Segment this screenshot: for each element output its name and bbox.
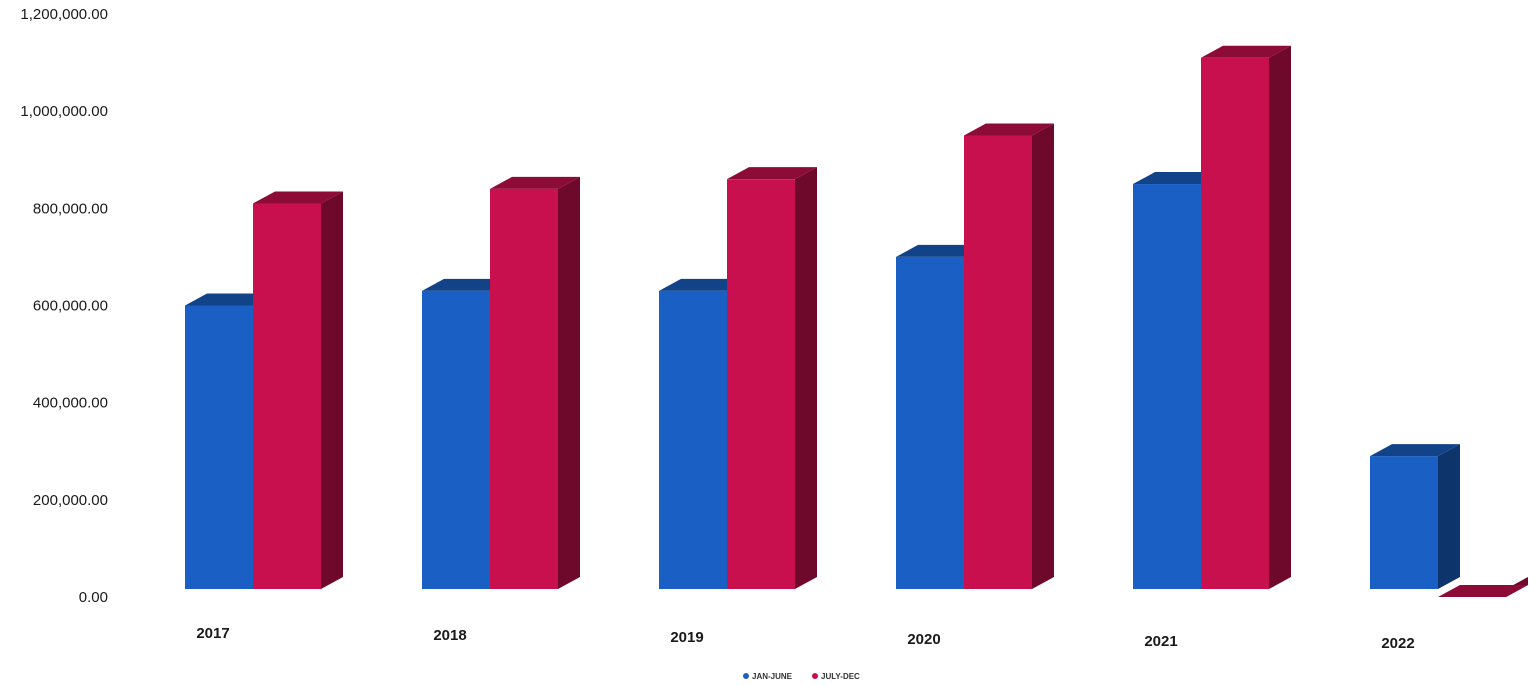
bar-front-face [1201,57,1269,590]
y-tick-label: 1,000,000.00 [20,103,108,120]
bar-top-face [1438,585,1528,597]
bar-front-face [1133,184,1201,589]
legend-label-july-dec: JULY-DEC [821,672,860,681]
bar-front-face [659,290,727,589]
legend-label-jan-june: JAN-JUNE [752,672,793,681]
bar-side-face [321,191,343,589]
bar-front-face [253,203,321,589]
y-tick-label: 600,000.00 [33,298,108,315]
bar-top-face [1133,172,1223,185]
bar-front-face [896,256,964,589]
y-tick-label: 0.00 [79,589,108,606]
y-tick-label: 400,000.00 [33,395,108,412]
bar-july-dec-2021 [1201,45,1291,590]
bar-top-face [1370,444,1460,457]
x-axis: 2017 2018 2019 2020 2021 2022 [196,625,1414,652]
bar-top-face [896,244,986,257]
bar-side-face [795,167,817,589]
y-tick-label: 1,200,000.00 [20,6,108,23]
bar-side-face [1438,444,1460,589]
y-tick-label: 200,000.00 [33,492,108,509]
bar-top-face [727,167,817,180]
x-tick-label: 2019 [670,629,703,646]
bar-top-face [253,191,343,204]
legend: JAN-JUNE JULY-DEC [743,672,860,681]
x-tick-label: 2022 [1381,635,1414,652]
bar-top-face [422,278,512,291]
bar-front-face [490,188,558,589]
bar-july-dec-2020 [964,123,1054,590]
bar-front-face [1370,456,1438,589]
bar-top-face [185,293,275,306]
bar-front-face [422,290,490,589]
bar-july-dec-2022 [1438,577,1528,597]
bar-side-face [558,176,580,589]
x-tick-label: 2021 [1144,633,1177,650]
bar-july-dec-2019 [727,167,817,589]
bar-july-dec-2018 [490,176,580,589]
legend-swatch-july-dec [812,673,818,679]
y-tick-label: 800,000.00 [33,200,108,217]
y-axis: 0.00 200,000.00 400,000.00 600,000.00 800,00… [20,6,108,606]
bar-side-face [1269,45,1291,590]
bar-top-face [1201,45,1291,58]
bar-front-face [964,135,1032,590]
bar-top-face [964,123,1054,136]
bars-group [185,45,1528,597]
bar-top-face [659,278,749,291]
x-tick-label: 2020 [907,631,940,648]
legend-swatch-jan-june [743,673,749,679]
bar-front-face [185,305,253,589]
x-tick-label: 2018 [433,627,466,644]
bar-side-face [1032,123,1054,589]
x-tick-label: 2017 [196,625,229,642]
bar-jan-june-2022 [1370,444,1460,589]
bar-front-face [727,179,795,589]
bar-july-dec-2017 [253,191,343,589]
bar-top-face [490,176,580,189]
